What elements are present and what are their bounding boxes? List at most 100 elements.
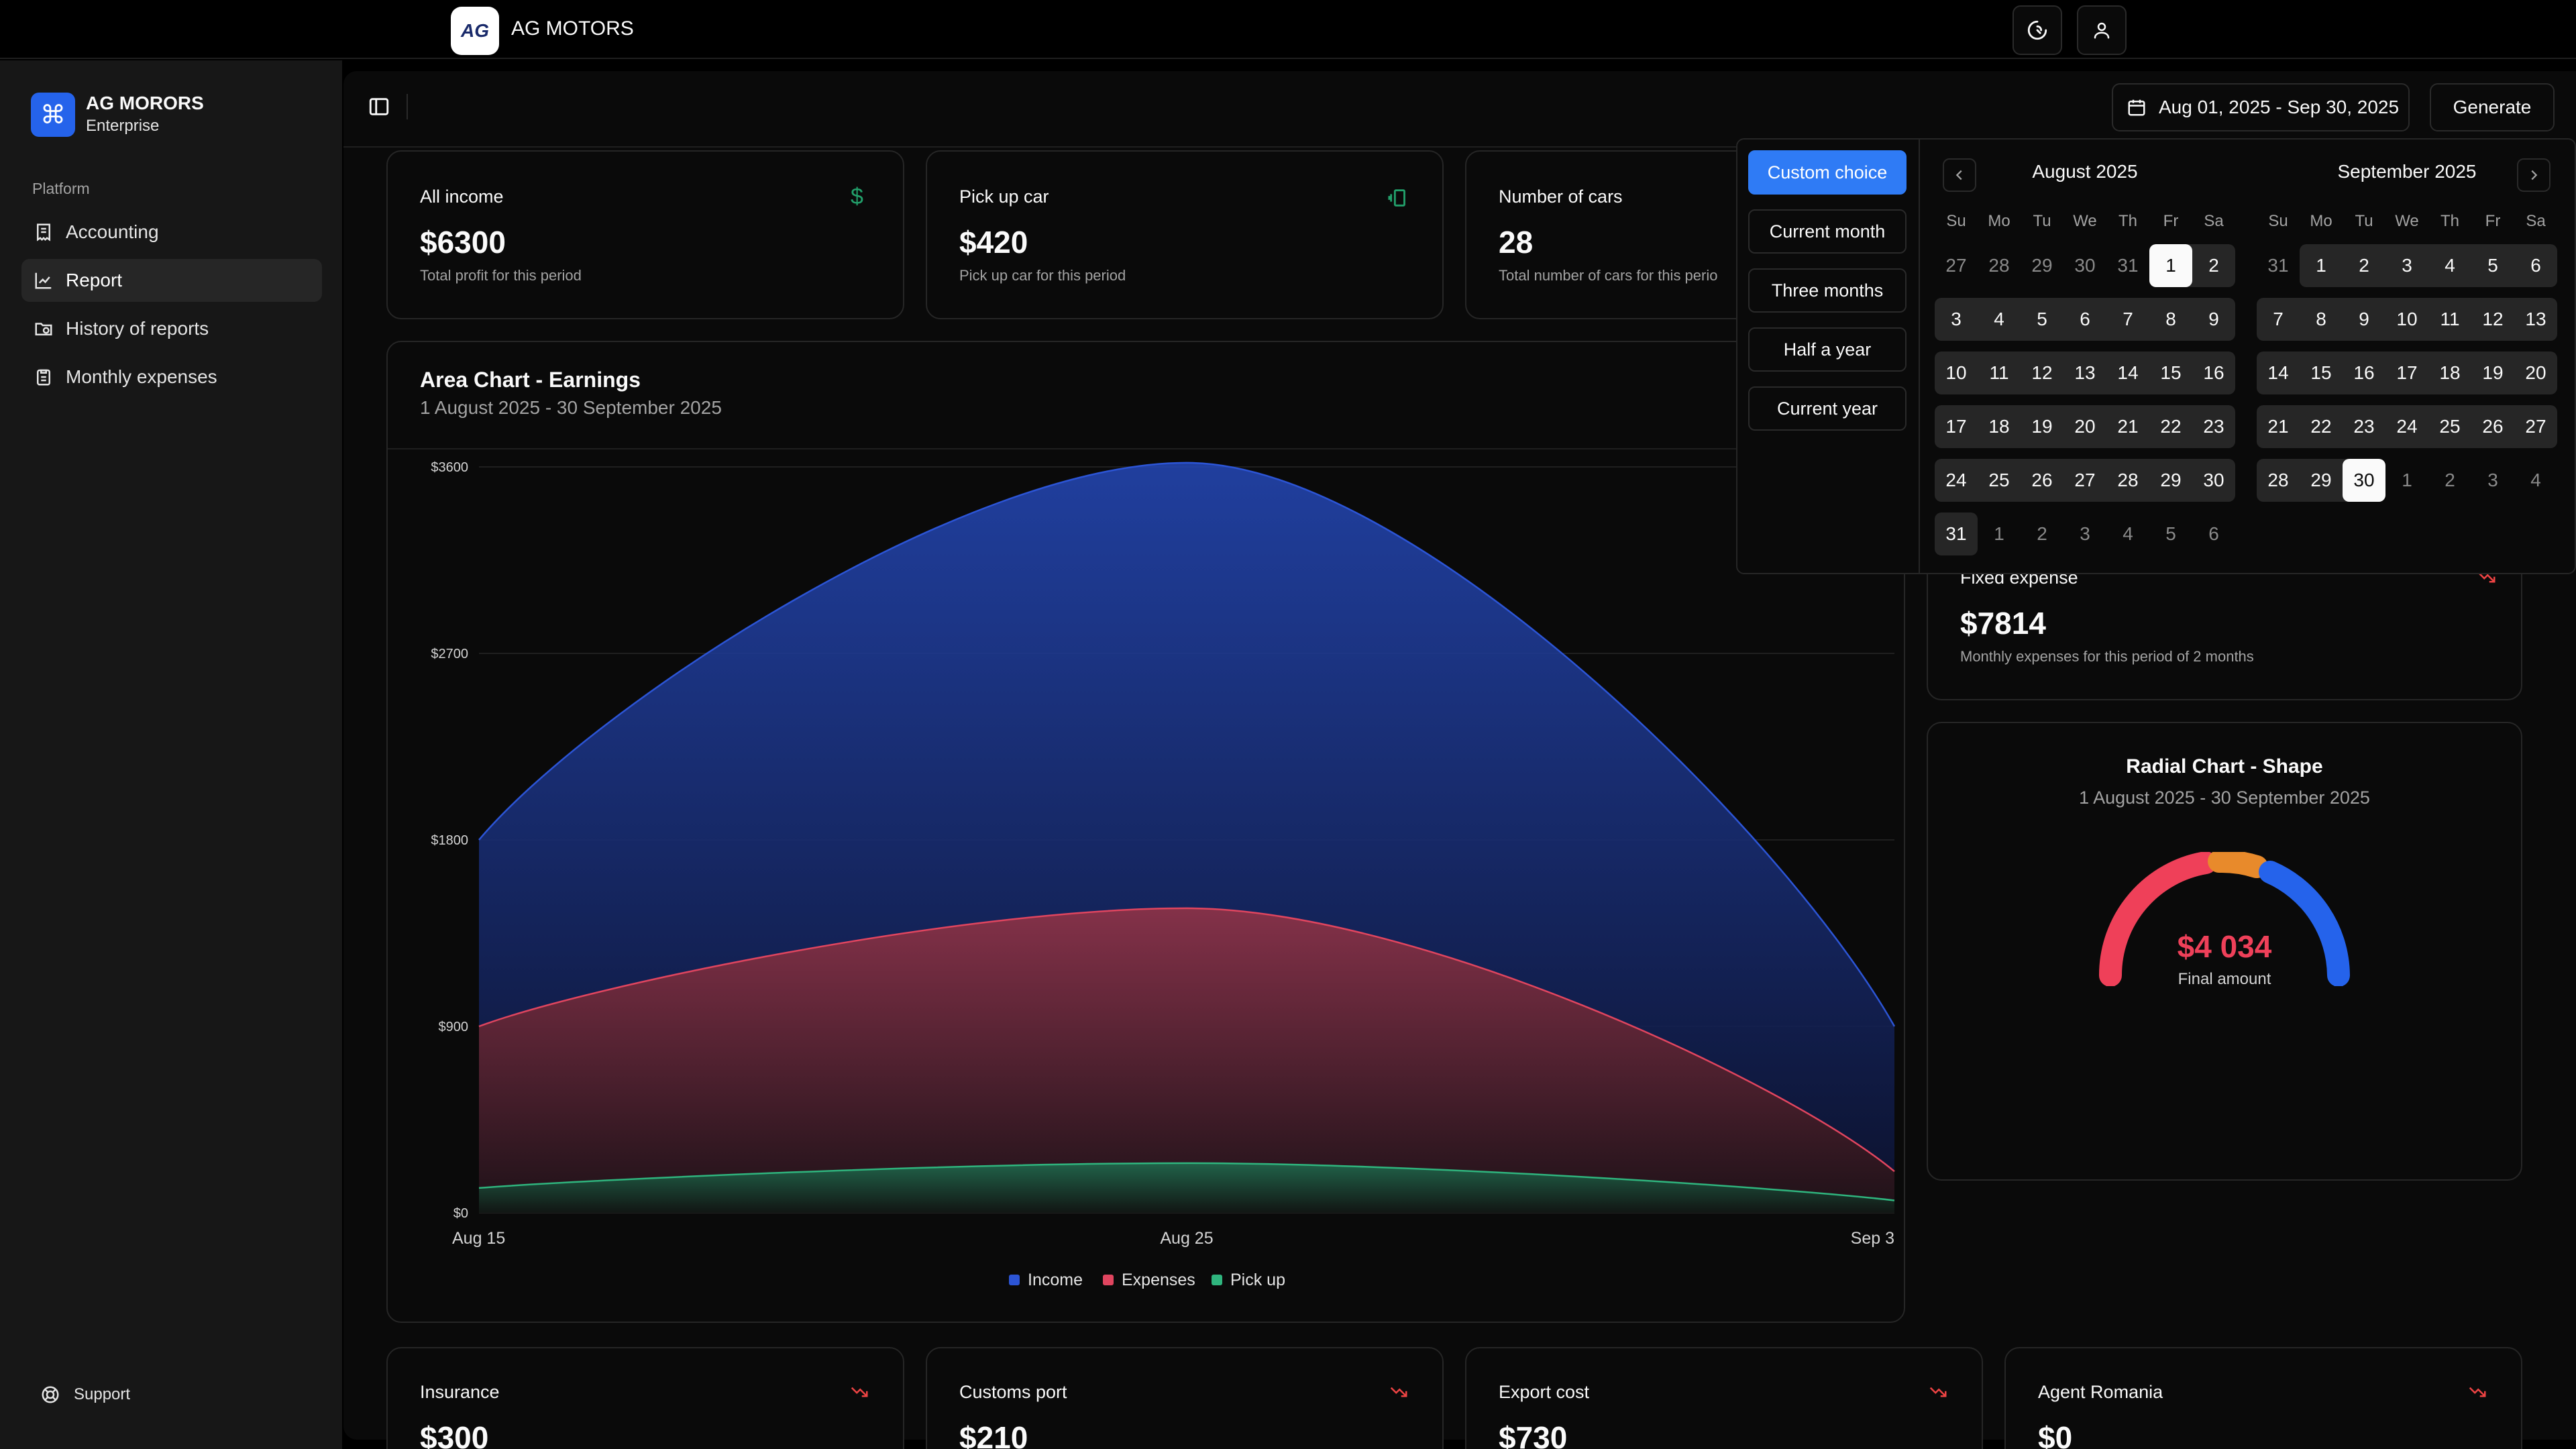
preset-custom-choice[interactable]: Custom choice <box>1748 150 1907 195</box>
calendar-day[interactable]: 24 <box>1945 470 1967 490</box>
calendar-day[interactable]: 27 <box>1945 255 1967 276</box>
calendar-day[interactable]: 4 <box>2530 470 2541 490</box>
calendar-day[interactable]: 29 <box>2160 470 2182 490</box>
calendar-day[interactable]: 29 <box>2031 255 2053 276</box>
calendar-day[interactable]: 13 <box>2525 309 2546 329</box>
calendar-day[interactable]: 31 <box>1945 523 1967 544</box>
calendar-day[interactable]: 1 <box>2402 470 2412 490</box>
brand-logo[interactable]: AG <box>451 7 499 55</box>
calendar-day[interactable]: 2 <box>2037 523 2047 544</box>
calendar-day[interactable]: 5 <box>2037 309 2047 329</box>
calendar-day[interactable]: 5 <box>2165 523 2176 544</box>
calendar-day[interactable]: 2 <box>2208 255 2219 276</box>
sidebar-item-report[interactable]: Report <box>21 259 322 302</box>
calendar-day[interactable]: 20 <box>2525 362 2546 383</box>
calendar-day[interactable]: 10 <box>2396 309 2418 329</box>
calendar-day[interactable]: 6 <box>2530 255 2541 276</box>
sidebar-item-accounting[interactable]: Accounting <box>21 211 322 254</box>
generate-button[interactable]: Generate <box>2430 83 2555 131</box>
calendar-day[interactable]: 13 <box>2074 362 2096 383</box>
calendar-day[interactable]: 27 <box>2525 416 2546 437</box>
calendar-day[interactable]: 22 <box>2160 416 2182 437</box>
calendar-day[interactable]: 7 <box>2123 309 2133 329</box>
calendar-day[interactable]: 28 <box>2267 470 2289 490</box>
calendar-day[interactable]: 25 <box>2439 416 2461 437</box>
selected-day[interactable]: 30 <box>2343 459 2385 502</box>
calendar-day[interactable]: 17 <box>1945 416 1967 437</box>
preset-half-year[interactable]: Half a year <box>1748 327 1907 372</box>
preset-current-year[interactable]: Current year <box>1748 386 1907 431</box>
calendar-day[interactable]: 17 <box>2396 362 2418 383</box>
area-chart: $3600 $2700 $1800 $900 $0 Aug 15 Aug 25 Sep 3 I… <box>431 460 1896 1289</box>
date-range-button[interactable]: Aug 01, 2025 - Sep 30, 2025 <box>2112 83 2410 131</box>
next-month-button[interactable] <box>2517 158 2551 192</box>
calendar-day[interactable]: 12 <box>2482 309 2504 329</box>
calendar-day[interactable]: 19 <box>2482 362 2504 383</box>
preset-three-months[interactable]: Three months <box>1748 268 1907 313</box>
calendar-day[interactable]: 12 <box>2031 362 2053 383</box>
calendar-day[interactable]: 4 <box>1994 309 2004 329</box>
calendar-day[interactable]: 2 <box>2445 470 2455 490</box>
calendar-day[interactable]: 3 <box>2487 470 2498 490</box>
calendar-day[interactable]: 14 <box>2267 362 2289 383</box>
calendar-day[interactable]: 4 <box>2445 255 2455 276</box>
trending-down-icon <box>2469 1387 2486 1397</box>
prev-month-button[interactable] <box>1943 158 1976 192</box>
calendar-day[interactable]: 23 <box>2353 416 2375 437</box>
calendar-day[interactable]: 21 <box>2117 416 2139 437</box>
calendar-day[interactable]: 28 <box>1988 255 2010 276</box>
calendar-day[interactable]: 11 <box>1989 362 2009 383</box>
calendar-day[interactable]: 9 <box>2359 309 2369 329</box>
theme-toggle-button[interactable] <box>2012 5 2062 55</box>
calendar-day[interactable]: 30 <box>2074 255 2096 276</box>
calendar-day[interactable]: 14 <box>2117 362 2139 383</box>
calendar-day[interactable]: 2 <box>2359 255 2369 276</box>
sidebar-toggle-icon[interactable] <box>368 95 390 118</box>
trending-down-icon <box>1390 1387 1407 1397</box>
calendar-day[interactable]: 19 <box>2031 416 2053 437</box>
calendar-day[interactable]: 9 <box>2208 309 2219 329</box>
support-link[interactable]: Support <box>40 1385 130 1405</box>
calendar-day[interactable]: 26 <box>2031 470 2053 490</box>
calendar-day[interactable]: 16 <box>2353 362 2375 383</box>
calendar-day[interactable]: 31 <box>2267 255 2289 276</box>
range-highlight <box>2257 405 2557 448</box>
command-icon[interactable]: ⌘ <box>31 93 75 137</box>
calendar-day[interactable]: 25 <box>1988 470 2010 490</box>
calendar-day[interactable]: 5 <box>2487 255 2498 276</box>
user-button[interactable] <box>2077 5 2127 55</box>
calendar-day[interactable]: 16 <box>2203 362 2224 383</box>
calendar-day[interactable]: 3 <box>2080 523 2090 544</box>
calendar-day[interactable]: 4 <box>2123 523 2133 544</box>
calendar-day[interactable]: 8 <box>2316 309 2326 329</box>
calendar-day[interactable]: 18 <box>2439 362 2461 383</box>
calendar-day[interactable]: 23 <box>2203 416 2224 437</box>
calendar-day[interactable]: 3 <box>1951 309 1962 329</box>
calendar-day[interactable]: 26 <box>2482 416 2504 437</box>
calendar-day[interactable]: 6 <box>2080 309 2090 329</box>
calendar-day[interactable]: 31 <box>2117 255 2139 276</box>
preset-current-month[interactable]: Current month <box>1748 209 1907 254</box>
calendar-day[interactable]: 28 <box>2117 470 2139 490</box>
calendar-day[interactable]: 29 <box>2310 470 2332 490</box>
calendar-day[interactable]: 22 <box>2310 416 2332 437</box>
calendar-day[interactable]: 3 <box>2402 255 2412 276</box>
calendar-day[interactable]: 8 <box>2165 309 2176 329</box>
calendar-day[interactable]: 21 <box>2267 416 2289 437</box>
calendar-day[interactable]: 10 <box>1945 362 1967 383</box>
calendar-day[interactable]: 20 <box>2074 416 2096 437</box>
sidebar-item-history[interactable]: History of reports <box>21 307 322 350</box>
calendar-day[interactable]: 18 <box>1988 416 2010 437</box>
calendar-day[interactable]: 6 <box>2208 523 2219 544</box>
calendar-day[interactable]: 1 <box>2316 255 2326 276</box>
selected-day[interactable]: 1 <box>2149 244 2192 287</box>
calendar-day[interactable]: 27 <box>2074 470 2096 490</box>
calendar-day[interactable]: 1 <box>1994 523 2004 544</box>
calendar-day[interactable]: 7 <box>2273 309 2284 329</box>
calendar-day[interactable]: 15 <box>2310 362 2332 383</box>
calendar-day[interactable]: 11 <box>2440 309 2460 329</box>
calendar-day[interactable]: 30 <box>2203 470 2224 490</box>
sidebar-item-monthly-expenses[interactable]: Monthly expenses <box>21 356 322 398</box>
calendar-day[interactable]: 24 <box>2396 416 2418 437</box>
calendar-day[interactable]: 15 <box>2160 362 2182 383</box>
